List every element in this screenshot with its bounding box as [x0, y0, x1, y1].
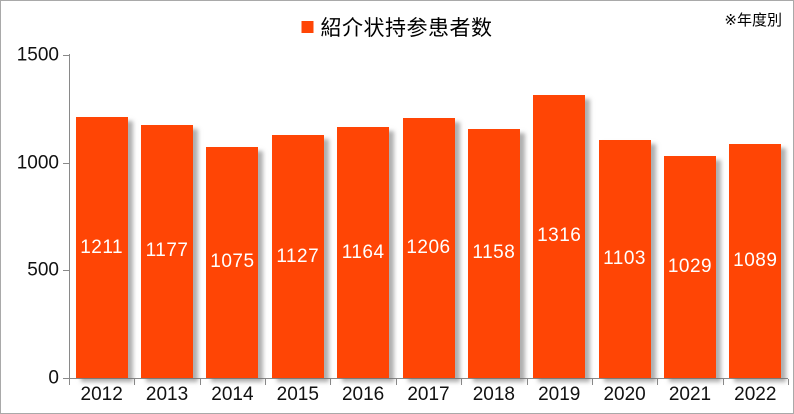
- y-axis-label: 1000: [16, 152, 59, 174]
- x-axis-tick: [591, 379, 593, 385]
- x-axis-category-label: 2016: [341, 384, 385, 405]
- x-axis-tick: [657, 379, 659, 385]
- x-axis-category-label: 2015: [276, 384, 319, 405]
- legend-swatch-icon: [301, 21, 314, 33]
- x-axis-tick: [330, 379, 332, 385]
- x-axis-category-label: 2017: [407, 384, 450, 405]
- y-axis-label: 500: [27, 259, 59, 281]
- bar-value-label: 1316: [537, 225, 582, 247]
- legend-label: 紹介状持参患者数: [320, 17, 493, 40]
- x-axis-tick: [265, 379, 267, 385]
- x-axis-tick: [788, 379, 789, 385]
- bar-2013: 1177: [141, 124, 194, 378]
- bar-2022: 1089: [729, 143, 782, 378]
- bar-2012: 1211: [75, 117, 128, 378]
- x-axis-tick: [199, 379, 201, 385]
- x-axis-category-label: 2012: [80, 384, 123, 405]
- x-axis-line: [69, 378, 788, 379]
- bar-value-label: 1127: [276, 245, 320, 267]
- x-axis-category-label: 2021: [668, 384, 712, 405]
- bar-2019: 1316: [533, 94, 586, 378]
- bar-value-label: 1075: [210, 251, 255, 273]
- x-axis-tick: [69, 379, 70, 385]
- bar-value-label: 1089: [733, 249, 778, 271]
- x-axis-tick: [134, 379, 136, 385]
- bar-value-label: 1177: [145, 240, 189, 262]
- y-axis-label: 1500: [16, 44, 59, 66]
- x-axis-category-label: 2020: [603, 384, 646, 405]
- chart-legend: 紹介状持参患者数: [301, 12, 493, 42]
- x-axis-category-label: 2019: [538, 384, 581, 405]
- y-axis-line: [69, 54, 70, 378]
- y-axis-tick: [63, 55, 69, 56]
- y-axis-tick: [63, 378, 69, 379]
- x-axis-category-label: 2013: [145, 384, 189, 405]
- x-axis-category-label: 2014: [211, 384, 254, 405]
- bar-2018: 1158: [467, 128, 520, 378]
- bar-value-label: 1206: [406, 237, 451, 259]
- bar-value-label: 1164: [341, 241, 385, 263]
- x-axis-category-label: 2018: [472, 384, 515, 405]
- bar-2021: 1029: [663, 156, 716, 378]
- x-axis-tick: [526, 379, 528, 385]
- bar-2017: 1206: [402, 118, 455, 378]
- bar-2014: 1075: [206, 146, 259, 378]
- bar-2020: 1103: [598, 140, 651, 378]
- x-axis-tick: [722, 379, 724, 385]
- bar-value-label: 1029: [667, 256, 713, 278]
- x-axis-tick: [461, 379, 463, 385]
- x-axis-tick: [395, 379, 397, 385]
- bar-value-label: 1103: [603, 248, 646, 270]
- y-axis-tick: [63, 270, 69, 272]
- y-axis-tick: [63, 162, 69, 164]
- bar-2015: 1127: [271, 135, 324, 378]
- bar-2016: 1164: [337, 127, 390, 378]
- bar-value-label: 1158: [472, 242, 516, 264]
- y-axis-label: 0: [48, 367, 59, 389]
- bar-value-label: 1211: [80, 236, 124, 258]
- x-axis-category-label: 2022: [734, 384, 777, 405]
- chart-annotation: ※年度別: [724, 12, 782, 29]
